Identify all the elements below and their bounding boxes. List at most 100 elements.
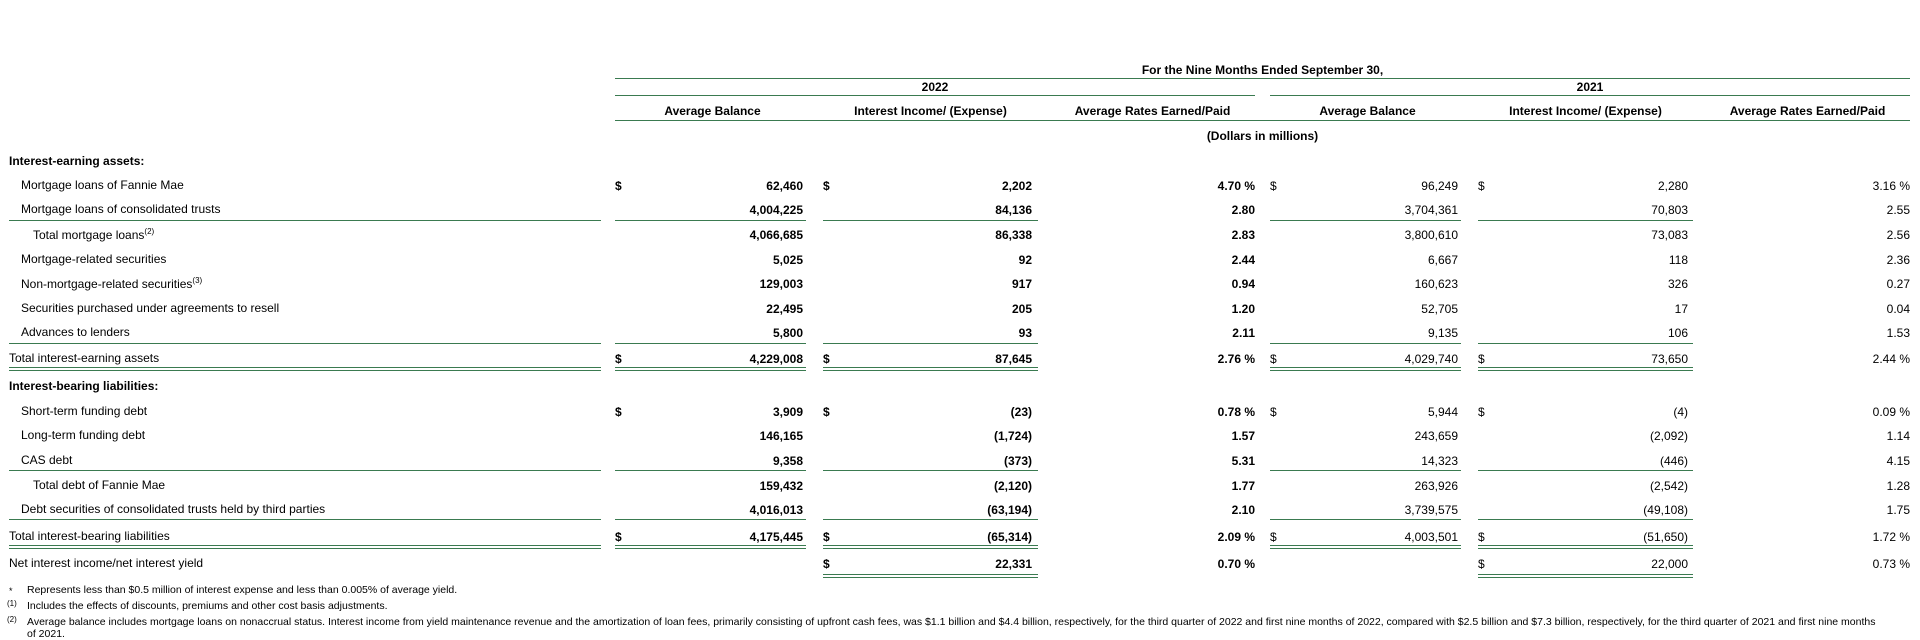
table-cell: 4,175,445	[749, 530, 803, 544]
column-rule	[615, 343, 806, 344]
currency-symbol: $	[615, 179, 622, 193]
table-cell: 1.14	[1886, 429, 1910, 443]
table-cell: 22,000	[1651, 557, 1688, 571]
table-cell: 4,066,685	[749, 228, 803, 242]
col-rates-2021: Average Rates Earned/Paid	[1729, 104, 1886, 118]
row-label: Mortgage loans of Fannie Mae	[21, 178, 184, 192]
row-label: Total mortgage loans(2)	[33, 227, 155, 242]
footnote-ref: (3)	[192, 276, 203, 285]
label-double-rule	[9, 545, 601, 549]
table-cell: 4,029,740	[1404, 352, 1458, 366]
column-rule	[823, 220, 1038, 221]
section-liabilities: Interest-bearing liabilities:	[9, 379, 159, 393]
table-cell: 2,280	[1657, 179, 1688, 193]
table-cell: 2.83	[1231, 228, 1255, 242]
table-cell: 22,495	[766, 302, 803, 316]
column-rule	[1270, 343, 1461, 344]
table-cell: 92	[1018, 253, 1032, 267]
table-cell: 3,704,361	[1404, 203, 1458, 217]
column-rule	[615, 220, 806, 221]
column-rule	[615, 470, 806, 471]
table-cell: (446)	[1659, 454, 1688, 468]
row-label: CAS debt	[21, 453, 73, 467]
table-cell: 62,460	[766, 179, 803, 193]
row-label: Short-term funding debt	[21, 404, 148, 418]
table-cell: (1,724)	[993, 429, 1032, 443]
table-cell: 3,909	[772, 405, 803, 419]
table-cell: (65,314)	[987, 530, 1032, 544]
table-cell: 4.15	[1886, 454, 1910, 468]
table-cell: 326	[1667, 277, 1688, 291]
table-cell: (2,120)	[993, 479, 1032, 493]
currency-symbol: $	[615, 530, 622, 544]
currency-symbol: $	[1270, 530, 1277, 544]
table-cell: 0.09 %	[1872, 405, 1910, 419]
table-cell: 14,323	[1421, 454, 1458, 468]
row-label: Mortgage loans of consolidated trusts	[21, 202, 221, 216]
row-label: Securities purchased under agreements to…	[21, 301, 280, 315]
currency-symbol: $	[823, 179, 830, 193]
table-cell: 73,083	[1651, 228, 1688, 242]
table-cell: 2.09 %	[1217, 530, 1255, 544]
table-cell: 4,004,225	[749, 203, 803, 217]
column-rule	[1270, 519, 1461, 520]
footnote-mark: (2)	[7, 615, 17, 624]
table-cell: 205	[1011, 302, 1032, 316]
currency-symbol: $	[1270, 405, 1277, 419]
currency-symbol: $	[615, 352, 622, 366]
column-rule	[1270, 470, 1461, 471]
currency-symbol: $	[823, 352, 830, 366]
column-rule	[1478, 343, 1693, 344]
year-2022-underline	[615, 95, 1255, 96]
table-cell: (2,092)	[1649, 429, 1688, 443]
table-cell: 4,229,008	[749, 352, 803, 366]
table-cell: 1.57	[1231, 429, 1255, 443]
col-rates-2022: Average Rates Earned/Paid	[1074, 104, 1231, 118]
table-cell: 2,202	[1001, 179, 1032, 193]
currency-symbol: $	[1270, 352, 1277, 366]
table-cell: 0.04	[1886, 302, 1910, 316]
table-cell: 1.53	[1886, 326, 1910, 340]
currency-symbol: $	[1478, 557, 1485, 571]
table-cell: 5.31	[1231, 454, 1255, 468]
footnote-text: Average balance includes mortgage loans …	[27, 616, 1876, 628]
currency-symbol: $	[823, 530, 830, 544]
table-cell: (23)	[1010, 405, 1032, 419]
table-cell: 2.56	[1886, 228, 1910, 242]
section-assets: Interest-earning assets:	[9, 154, 145, 168]
column-double-rule	[615, 545, 806, 549]
table-cell: 9,135	[1427, 326, 1458, 340]
footnote-mark: *	[9, 586, 13, 596]
table-cell: 4.70 %	[1217, 179, 1255, 193]
table-cell: 2.76 %	[1217, 352, 1255, 366]
column-rule	[1478, 519, 1693, 520]
year-2021-underline	[1270, 95, 1910, 96]
table-cell: (63,194)	[987, 503, 1032, 517]
column-double-rule	[1270, 367, 1461, 371]
table-cell: (51,650)	[1643, 530, 1688, 544]
table-cell: 917	[1011, 277, 1032, 291]
table-cell: 159,432	[759, 479, 803, 493]
table-cell: (4)	[1673, 405, 1688, 419]
table-cell: 5,944	[1427, 405, 1458, 419]
table-cell: 93	[1018, 326, 1032, 340]
column-double-rule	[1270, 545, 1461, 549]
column-rule	[823, 470, 1038, 471]
table-cell: 96,249	[1421, 179, 1458, 193]
table-cell: 3,800,610	[1404, 228, 1458, 242]
table-cell: 2.44	[1231, 253, 1255, 267]
table-cell: 118	[1668, 253, 1688, 267]
table-cell: 129,003	[759, 277, 803, 291]
col-avg-balance-2021: Average Balance	[1319, 104, 1416, 118]
currency-symbol: $	[823, 405, 830, 419]
table-cell: 1.75	[1886, 503, 1910, 517]
column-rule	[823, 343, 1038, 344]
label-rule	[9, 343, 601, 344]
table-cell: (2,542)	[1649, 479, 1688, 493]
col-interest-2022: Interest Income/ (Expense)	[854, 104, 1007, 118]
currency-symbol: $	[1478, 405, 1485, 419]
column-rule	[823, 519, 1038, 520]
period-underline	[615, 78, 1910, 79]
currency-symbol: $	[1478, 179, 1485, 193]
table-cell: 3,739,575	[1404, 503, 1458, 517]
